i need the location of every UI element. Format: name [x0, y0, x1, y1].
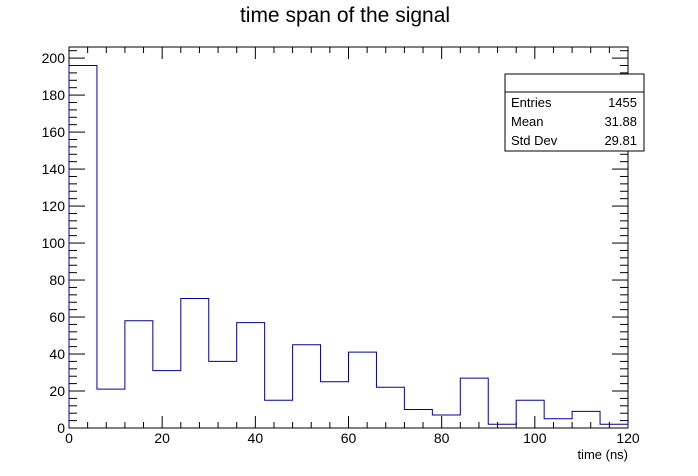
chart-title: time span of the signal: [240, 4, 450, 27]
stats-box-frame: [504, 73, 645, 152]
x-tick-label: 80: [434, 430, 450, 446]
x-tick-label: 60: [341, 430, 357, 446]
x-minor-ticks: [87, 47, 610, 428]
y-tick-label: 60: [49, 309, 65, 325]
y-tick-label: 140: [42, 161, 66, 177]
stats-entries-value: 1455: [608, 95, 637, 110]
y-tick-label: 200: [42, 50, 66, 66]
y-tick-label: 20: [49, 383, 65, 399]
y-tick-label: 120: [42, 198, 66, 214]
stats-stddev-value: 29.81: [604, 133, 637, 148]
x-axis-label: time (ns): [577, 447, 628, 462]
stats-mean-label: Mean: [511, 114, 544, 129]
x-axis-ticks: 0 20 40 60 80 100 120: [65, 47, 640, 446]
x-tick-label: 100: [523, 430, 547, 446]
y-tick-label: 40: [49, 346, 65, 362]
x-tick-label: 120: [616, 430, 640, 446]
stats-mean-value: 31.88: [604, 114, 637, 129]
y-tick-label: 0: [57, 420, 65, 436]
y-tick-label: 100: [42, 235, 66, 251]
x-tick-label: 40: [248, 430, 264, 446]
y-axis-ticks: 0 20 40 60 80 100 120 140 160 180 200: [42, 50, 628, 436]
stats-box: Entries 1455 Mean 31.88 Std Dev 29.81: [504, 73, 645, 152]
histogram-series-line: [68, 64, 629, 428]
x-tick-label: 20: [154, 430, 170, 446]
y-tick-label: 80: [49, 272, 65, 288]
y-tick-label: 180: [42, 87, 66, 103]
x-tick-label: 0: [65, 430, 73, 446]
stats-stddev-label: Std Dev: [511, 133, 558, 148]
stats-entries-label: Entries: [511, 95, 552, 110]
y-tick-label: 160: [42, 124, 66, 140]
